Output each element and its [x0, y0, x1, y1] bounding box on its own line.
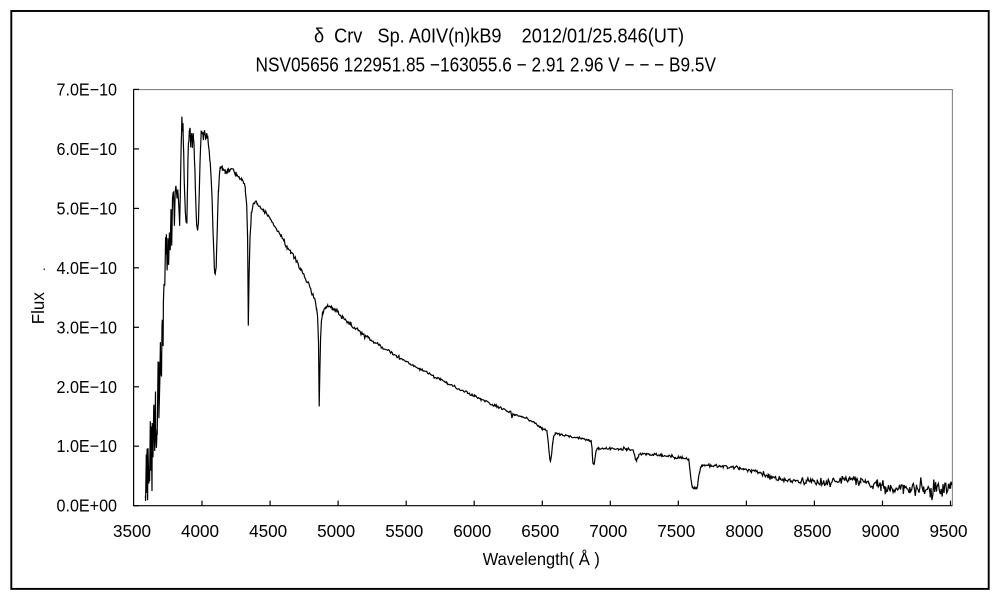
svg-text:9000: 9000 — [862, 521, 900, 541]
svg-text:5.0E−10: 5.0E−10 — [57, 198, 118, 218]
svg-text:6500: 6500 — [521, 521, 559, 541]
svg-text:2.0E−10: 2.0E−10 — [57, 377, 118, 397]
svg-text:3500: 3500 — [113, 521, 151, 541]
svg-text:δ Crv Sp. A0IV(n)kB9 201: δ Crv Sp. A0IV(n)kB9 2012/01/25.846(UT) — [314, 25, 684, 47]
svg-text:7500: 7500 — [657, 521, 695, 541]
svg-text:7.0E−10: 7.0E−10 — [57, 79, 118, 99]
svg-text:5500: 5500 — [385, 521, 423, 541]
svg-text:NSV05656 122951.85 −163055.6 −: NSV05656 122951.85 −163055.6 − 2.91 2.96… — [256, 55, 717, 77]
svg-text:4000: 4000 — [181, 521, 219, 541]
svg-text:4500: 4500 — [249, 521, 287, 541]
svg-text:3.0E−10: 3.0E−10 — [57, 317, 118, 337]
svg-text:0.0E+00: 0.0E+00 — [57, 496, 118, 516]
svg-text:8500: 8500 — [793, 521, 831, 541]
svg-text:5000: 5000 — [317, 521, 355, 541]
svg-text:1.0E−10: 1.0E−10 — [57, 436, 118, 456]
svg-text:6000: 6000 — [453, 521, 491, 541]
svg-text:8000: 8000 — [725, 521, 763, 541]
svg-text:6.0E−10: 6.0E−10 — [57, 139, 118, 159]
svg-text:7000: 7000 — [589, 521, 627, 541]
svg-text:4.0E−10: 4.0E−10 — [57, 258, 118, 278]
svg-text:Flux: Flux — [28, 292, 48, 324]
svg-text:Wavelength( Å ): Wavelength( Å ) — [483, 549, 600, 569]
svg-text:9500: 9500 — [930, 521, 968, 541]
